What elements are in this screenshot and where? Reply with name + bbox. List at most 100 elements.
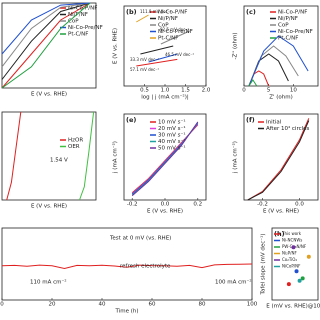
series-line <box>1 2 91 80</box>
x-tick-label: 2.0 <box>202 88 211 94</box>
legend-label: After 10⁴ circles <box>266 125 310 132</box>
x-tick-label: 0.0 <box>161 202 170 208</box>
legend-label: 30 mV s⁻¹ <box>158 132 186 139</box>
x-axis-label: E (V vs. RHE) <box>31 204 67 210</box>
annotation: 1.54 V <box>50 158 68 164</box>
legend-label: Ni/P/NF <box>278 16 298 22</box>
series-line <box>248 53 289 87</box>
x-tick-label: 0 <box>0 302 4 308</box>
y-axis-label: j (mA cm⁻²) <box>232 141 239 174</box>
x-axis-label: E (V vs. RHE) <box>31 92 67 98</box>
series-line <box>247 120 310 201</box>
legend-label: CoP <box>158 23 169 29</box>
legend-label: 40 mV s⁻¹ <box>158 138 186 145</box>
plot-frame <box>243 113 319 201</box>
x-axis-label: Time (h) <box>115 309 139 315</box>
y-axis-label: -Z'' (ohm) <box>233 32 239 59</box>
legend-label: Co₂TiO₄ <box>282 257 297 262</box>
legend-label: Pt-C/NF <box>68 32 88 38</box>
x-tick-label: 60 <box>149 302 156 308</box>
x-tick-label: 0.0 <box>295 202 304 208</box>
legend-label: CoP <box>278 23 289 29</box>
legend-label: This work <box>281 231 302 236</box>
x-tick-label: 1.0 <box>161 88 170 94</box>
panel-label: (f) <box>246 116 255 124</box>
annotation: 100 mA cm⁻² <box>215 279 252 286</box>
x-tick-label: 20 <box>49 302 56 308</box>
x-axis-label: Z' (ohm) <box>269 95 293 101</box>
x-tick-label: 10 <box>290 88 297 94</box>
plot-frame <box>1 2 97 89</box>
legend-label: CoP <box>68 19 79 25</box>
legend-label: OER <box>68 144 80 150</box>
annotation: Test at 0 mV (vs. RHE) <box>109 236 171 242</box>
legend-label: Ni-Co-Pre/NF <box>158 29 193 35</box>
series-line <box>1 2 91 68</box>
legend-label: 50 mV s⁻¹ <box>158 145 186 152</box>
legend-label: Ni-Co-Pre/NF <box>278 29 313 35</box>
x-axis-label: E (V vs. RHE) <box>263 209 299 215</box>
series-line <box>1 2 91 89</box>
legend-label: NiCoP/NF <box>282 264 301 269</box>
x-axis-label: E (mV vs. RHE)@100 <box>266 304 320 310</box>
point <box>297 278 302 283</box>
point <box>291 245 296 250</box>
x-axis-label: E (V vs. RHE) <box>147 209 183 215</box>
legend-label: HzOR <box>68 138 83 144</box>
legend-label: Ni/P/NF <box>68 12 88 18</box>
series-line <box>131 121 199 197</box>
y-axis-label: j (mA cm⁻²) <box>112 141 119 174</box>
panel-label: (b) <box>126 8 137 16</box>
legend-label: Ni/P/NF <box>158 16 178 22</box>
point <box>306 254 311 259</box>
point <box>294 269 299 274</box>
legend-label: Ni-Co-P/NF <box>158 10 187 16</box>
plot-frame <box>1 111 97 201</box>
legend-label: Ni-Co-P/NF <box>278 10 307 16</box>
x-axis-label: log | j (mA cm⁻²)| <box>141 94 189 101</box>
annotation: 33.3 mV dec⁻¹ <box>130 57 159 62</box>
series-line <box>160 30 190 45</box>
x-tick-label: 0 <box>242 88 246 94</box>
series-line <box>1 263 253 270</box>
legend-label: Ni-NCNWs <box>282 238 302 243</box>
legend-label: Pt-C/NF <box>158 36 178 42</box>
x-tick-label: 0.2 <box>193 202 202 208</box>
series-line <box>148 53 178 63</box>
x-tick-label: 1.5 <box>181 88 190 94</box>
x-tick-label: 0.5 <box>140 88 149 94</box>
series-line <box>248 79 258 87</box>
legend-label: Ni-Co-Pre/NF <box>68 25 103 31</box>
annotation: 57.1 mV dec⁻¹ <box>130 67 159 72</box>
x-tick-label: 100 <box>247 302 258 308</box>
x-tick-label: -0.2 <box>127 202 138 208</box>
plot-frame <box>243 5 319 87</box>
plot-frame <box>271 227 319 301</box>
x-tick-label: 80 <box>199 302 206 308</box>
series-line <box>247 118 310 201</box>
series-line <box>248 35 309 87</box>
series-line <box>136 14 149 23</box>
series-line <box>140 45 174 55</box>
legend-label: 20 mV s⁻¹ <box>158 125 186 132</box>
legend-label: Initial <box>266 120 282 126</box>
x-tick-label: 5 <box>267 88 271 94</box>
series-line <box>1 2 91 55</box>
panel-label: (c) <box>246 8 256 16</box>
point <box>300 276 305 281</box>
series-line <box>136 58 178 67</box>
legend-label: Ni-Co-P/NF <box>68 6 97 12</box>
panel-label: (e) <box>126 116 136 124</box>
series-line <box>1 2 91 89</box>
series-line <box>79 111 95 201</box>
annotation: 111.8 mV dec⁻¹ <box>140 9 172 14</box>
annotation: refresh electrolyte <box>120 264 171 270</box>
legend-label: 10 mV s⁻¹ <box>158 119 186 126</box>
legend-label: Ni₂P/NF <box>282 251 297 256</box>
point <box>286 282 291 287</box>
legend-label: Pt-C/NF <box>278 36 298 42</box>
annotation: 110 mA cm⁻² <box>30 279 67 286</box>
y-axis-label: Tafel slope (mV dec⁻¹) <box>260 234 267 296</box>
annotation: 46.5 mV dec⁻¹ <box>165 52 194 57</box>
